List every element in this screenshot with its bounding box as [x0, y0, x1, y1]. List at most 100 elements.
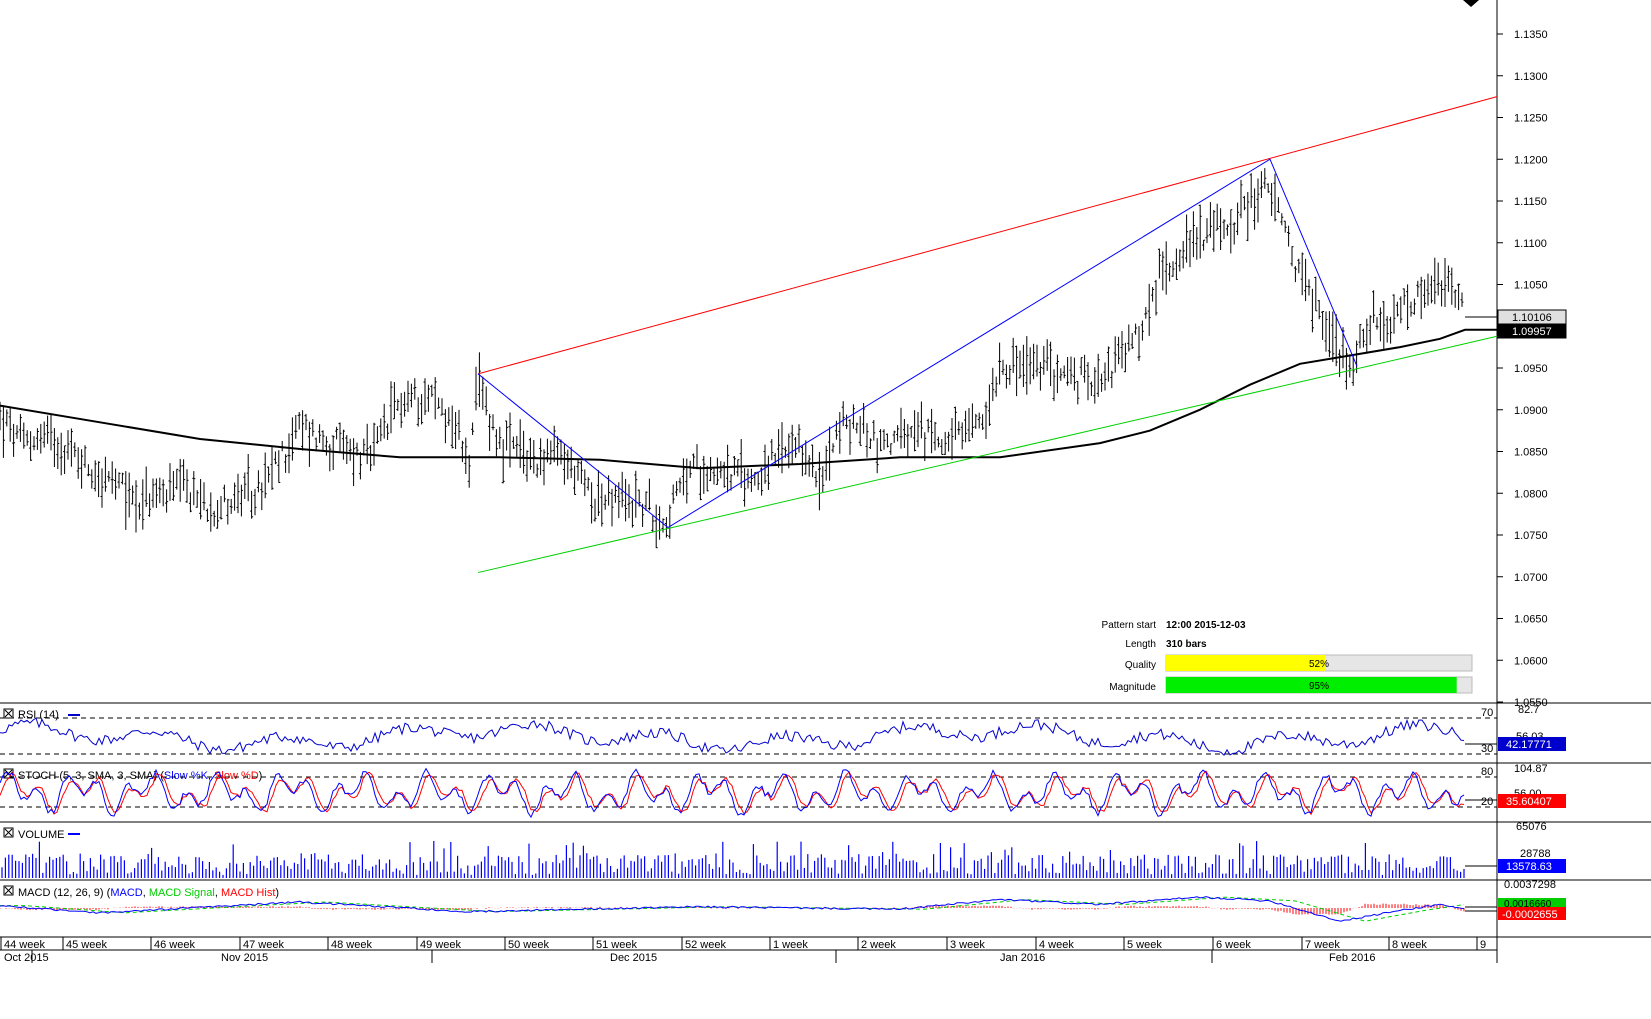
ohlc-bar	[12, 423, 16, 457]
ohlc-bar	[766, 455, 770, 490]
ohlc-bar	[1008, 365, 1012, 385]
ohlc-bar	[1382, 301, 1386, 350]
ohlc-bar	[1280, 213, 1284, 226]
ohlc-bar	[773, 453, 777, 465]
ohlc-bar	[1307, 279, 1311, 296]
ohlc-bar	[1103, 362, 1107, 391]
ohlc-bar	[379, 418, 383, 442]
ohlc-bar	[5, 409, 9, 427]
scroll-marker-icon[interactable]	[1463, 0, 1479, 7]
ohlc-bar	[1072, 357, 1076, 391]
ohlc-bar	[1222, 219, 1226, 240]
ohlc-bar	[1242, 195, 1246, 211]
stoch-close-x-icon	[4, 769, 13, 778]
ohlc-bar	[613, 485, 617, 503]
ohlc-bar	[222, 484, 226, 503]
week-label: 52 week	[685, 939, 726, 951]
ohlc-bar	[1120, 331, 1124, 369]
ohlc-bar	[906, 424, 910, 458]
ohlc-bar	[59, 432, 63, 476]
ohlc-bar	[926, 418, 930, 433]
ohlc-bar	[532, 440, 536, 474]
ohlc-bar	[1423, 279, 1427, 308]
ohlc-bar	[681, 458, 685, 496]
ohlc-bar	[280, 441, 284, 452]
ohlc-bar	[1453, 289, 1457, 308]
ohlc-bar	[110, 461, 114, 494]
price-bars-group	[0, 168, 1464, 549]
ohlc-bar	[18, 414, 22, 442]
ohlc-bar	[719, 461, 723, 479]
price-tick-label: 1.0950	[1514, 363, 1548, 375]
ohlc-bar	[675, 481, 679, 497]
ohlc-bar	[576, 458, 580, 481]
ohlc-bar	[885, 433, 889, 448]
ohlc-bar	[664, 517, 668, 538]
week-label: 50 week	[508, 939, 549, 951]
ohlc-bar	[22, 422, 26, 449]
ohlc-bar	[865, 423, 869, 458]
ohlc-bar	[35, 428, 39, 450]
ohlc-bar	[549, 440, 553, 465]
ohlc-bar	[624, 478, 628, 522]
ohlc-bar	[1161, 251, 1165, 291]
ohlc-bar	[556, 436, 560, 466]
ohlc-bar	[807, 455, 811, 477]
ohlc-bar	[195, 490, 199, 508]
ohlc-bar	[294, 415, 298, 439]
ohlc-bar	[440, 398, 444, 416]
ohlc-bar	[692, 453, 696, 469]
week-label: 1 week	[773, 939, 808, 951]
ohlc-bar	[175, 468, 179, 490]
ohlc-bar	[471, 422, 475, 435]
ohlc-bar	[868, 438, 872, 449]
ohlc-bar	[345, 435, 349, 464]
ohlc-bar	[1429, 275, 1433, 304]
macd-value: -0.0002655	[1502, 909, 1558, 921]
ohlc-bar	[630, 500, 634, 528]
ohlc-bar	[284, 454, 288, 473]
macd-signal-line	[0, 896, 1465, 922]
stoch-k-label: Slow %K	[164, 770, 209, 782]
ohlc-bar	[923, 432, 927, 462]
ohlc-bar	[416, 397, 420, 427]
ohlc-bar	[1174, 248, 1178, 280]
ohlc-bar	[518, 419, 522, 468]
ohlc-bar	[1399, 296, 1403, 324]
ohlc-bar	[321, 430, 325, 452]
rsi-value: 42.17771	[1506, 739, 1552, 751]
ohlc-bar	[97, 461, 101, 498]
ohlc-bar	[131, 485, 135, 505]
length-label: Length	[1125, 639, 1156, 650]
ohlc-bar	[848, 419, 852, 455]
ohlc-bar	[335, 426, 339, 440]
ohlc-bar	[1004, 364, 1008, 389]
ohlc-bar	[1365, 318, 1369, 354]
ohlc-bar	[420, 394, 424, 425]
ohlc-bar	[1144, 307, 1148, 319]
ohlc-bar	[498, 426, 502, 449]
ohlc-bar	[794, 437, 798, 458]
ohlc-bar	[634, 470, 638, 518]
ohlc-bar	[409, 383, 413, 408]
ohlc-bar	[1052, 369, 1056, 402]
ohlc-bar	[1229, 209, 1233, 254]
ohlc-bar	[1025, 336, 1029, 395]
plot-background	[0, 0, 1497, 1014]
ohlc-bar	[726, 444, 730, 493]
ohlc-bar	[1035, 344, 1039, 377]
ohlc-bar	[1406, 284, 1410, 330]
ohlc-bar	[702, 455, 706, 494]
macd-label: MACD	[110, 887, 142, 899]
ohlc-bar	[998, 342, 1002, 385]
ohlc-bar	[1412, 298, 1416, 315]
ohlc-bar	[1181, 241, 1185, 269]
ohlc-bar	[1334, 314, 1338, 367]
volume-title: VOLUME	[18, 829, 64, 841]
ohlc-bar	[433, 377, 437, 420]
ohlc-bar	[1256, 178, 1260, 223]
ohlc-bar	[1110, 370, 1114, 389]
ohlc-bar	[739, 439, 743, 488]
ohlc-bar	[1246, 192, 1250, 242]
macd-close-x-icon	[4, 886, 13, 895]
